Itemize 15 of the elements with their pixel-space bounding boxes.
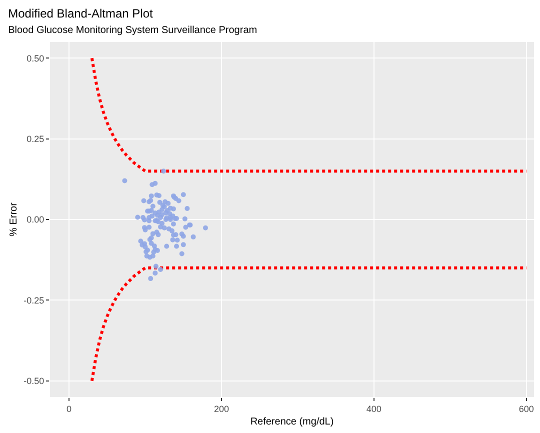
- x-tick-label: 200: [214, 404, 230, 414]
- y-axis-title: % Error: [8, 202, 20, 236]
- y-tick-label: 0.50: [26, 53, 44, 64]
- y-tick-label: -0.25: [24, 295, 44, 306]
- y-tick-label: -0.50: [24, 376, 44, 386]
- x-axis-title: Reference (mg/dL): [250, 416, 334, 428]
- line-series: [90, 266, 528, 382]
- x-tick-label: 0: [66, 404, 72, 414]
- x-tick-label: 400: [366, 404, 382, 414]
- x-tick-label: 600: [518, 404, 534, 414]
- y-tick-label: 0.25: [26, 134, 44, 144]
- chart-title: Modified Bland-Altman Plot: [8, 6, 154, 20]
- line-series: [90, 56, 528, 173]
- y-tick-label: 0.00: [26, 214, 44, 225]
- chart-subtitle: Blood Glucose Monitoring System Surveillance Program: [8, 24, 258, 36]
